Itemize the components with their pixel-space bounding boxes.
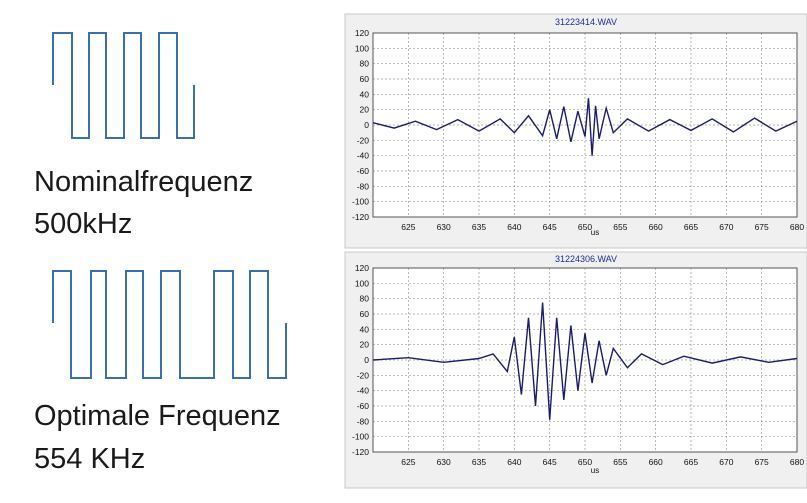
x-tick-label: 645 [543,457,557,467]
x-axis-label: us [591,228,599,237]
chart-panel-1: 120 100 80 60 40 20 0 -20 -40 -60 -80 -100 -120 625 63… [344,13,807,249]
x-tick-label: 655 [613,222,627,232]
y-tick-label: 20 [360,340,370,350]
x-tick-label: 650 [578,457,592,467]
y-tick-label: -20 [357,135,370,145]
y-tick-label: 80 [360,294,370,304]
y-tick-label: 120 [355,28,369,38]
x-tick-label: 655 [613,457,627,467]
chart-title: 31224306.WAV [555,254,617,264]
y-tick-label: 120 [355,263,369,273]
x-tick-label: 675 [755,457,769,467]
chart-panel-2: 120 100 80 60 40 20 0 -20 -40 -60 -80 -100 -120 625 63… [344,251,807,489]
x-tick-label: 625 [401,222,415,232]
x-axis-label: us [591,466,599,475]
optimal-frequency-value: 554 KHz [34,443,146,475]
y-tick-label: 60 [360,309,370,319]
y-tick-label: -120 [352,212,369,222]
nominal-frequency-value: 500kHz [34,208,133,240]
y-tick-label: -100 [352,197,369,207]
y-tick-label: -80 [357,181,370,191]
x-tick-label: 670 [719,457,733,467]
y-tick-label: 60 [360,74,370,84]
y-tick-label: -80 [357,416,370,426]
x-tick-label: 625 [401,457,415,467]
x-tick-label: 680 [790,222,804,232]
y-tick-label: -40 [357,151,370,161]
x-tick-label: 650 [578,222,592,232]
plot-border [372,32,798,218]
y-tick-label: 100 [355,43,369,53]
y-tick-label: 100 [355,278,369,288]
optimal-pulse-train [52,270,287,379]
waveform-series-1 [373,98,797,156]
x-tick-label: 680 [790,457,804,467]
y-tick-label: 0 [364,120,369,130]
x-tick-label: 665 [684,457,698,467]
chart-title: 31223414.WAV [555,17,617,27]
y-tick-label: -60 [357,166,370,176]
y-tick-label: -20 [357,370,370,380]
x-tick-label: 660 [649,222,663,232]
x-tick-label: 670 [719,222,733,232]
x-tick-label: 635 [472,222,486,232]
x-tick-label: 635 [472,457,486,467]
y-tick-label: -40 [357,386,370,396]
x-tick-label: 630 [437,222,451,232]
nominal-frequency-label: Nominalfrequenz [34,166,254,198]
y-tick-label: -120 [352,447,369,457]
y-tick-label: 40 [360,89,370,99]
x-tick-label: 675 [755,222,769,232]
x-tick-label: 640 [507,222,521,232]
optimal-frequency-label: Optimale Frequenz [34,400,281,432]
x-tick-label: 630 [437,457,451,467]
y-tick-label: -60 [357,401,370,411]
nominal-pulse-train [52,32,195,139]
x-tick-label: 665 [684,222,698,232]
x-tick-label: 645 [543,222,557,232]
y-tick-label: 20 [360,105,370,115]
y-tick-label: 80 [360,59,370,69]
y-tick-label: 0 [364,355,369,365]
y-tick-label: -100 [352,432,369,442]
y-tick-label: 40 [360,324,370,334]
x-tick-label: 660 [649,457,663,467]
x-tick-label: 640 [507,457,521,467]
waveform-series-1 [373,302,797,420]
